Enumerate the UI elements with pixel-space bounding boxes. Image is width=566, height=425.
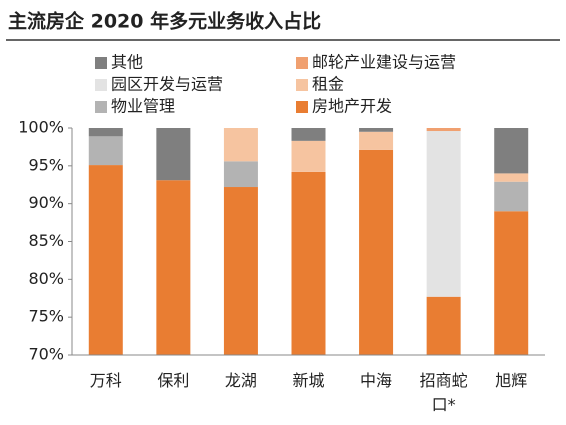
legend-label: 邮轮产业建设与运营: [312, 53, 456, 72]
legend-swatch: [296, 79, 308, 91]
y-tick-label: 95%: [28, 155, 64, 174]
bar-segment: [359, 128, 394, 132]
bar-segment: [291, 128, 326, 141]
bar-segment: [359, 149, 394, 355]
y-tick-label: 85%: [28, 231, 64, 250]
x-tick-label: 龙湖: [224, 371, 257, 390]
legend-label: 其他: [111, 53, 143, 72]
legend-swatch: [95, 79, 107, 91]
legend-label: 园区开发与运营: [111, 75, 223, 94]
x-tick-label: 招商蛇口*: [419, 371, 468, 414]
bar-segment: [494, 211, 529, 355]
y-tick-label: 75%: [28, 307, 64, 326]
x-tick-label: 万科: [89, 371, 122, 390]
bar-segment: [494, 181, 529, 212]
legend-label: 房地产开发: [312, 97, 392, 116]
y-tick-label: 100%: [18, 118, 64, 137]
bar-segment: [223, 187, 258, 355]
bar-segment: [291, 171, 326, 355]
x-tick-label: 中海: [360, 371, 393, 390]
chart-title: 主流房企 2020 年多元业务收入占比: [8, 10, 321, 33]
x-tick-label: 旭辉: [495, 371, 528, 390]
bar-segment: [494, 128, 529, 174]
bar-segment: [426, 296, 461, 355]
bar-segment: [494, 173, 529, 182]
legend-swatch: [95, 57, 107, 69]
y-tick-label: 80%: [28, 269, 64, 288]
y-tick-label: 90%: [28, 193, 64, 212]
legend-label: 物业管理: [111, 97, 175, 116]
x-tick-label: 保利: [157, 371, 190, 390]
legend-swatch: [296, 57, 308, 69]
bar-segment: [88, 165, 123, 355]
legend-swatch: [296, 101, 308, 113]
bar-segment: [291, 140, 326, 172]
legend-swatch: [95, 101, 107, 113]
bar-segment: [426, 131, 461, 297]
bar-segment: [223, 128, 258, 162]
bar-segment: [156, 180, 191, 355]
bar-segment: [359, 131, 394, 150]
bar-segment: [223, 161, 258, 188]
bar-segment: [426, 128, 461, 132]
x-tick-label: 新城: [292, 371, 325, 390]
y-tick-label: 70%: [28, 345, 64, 364]
bar-segment: [156, 128, 191, 181]
legend-label: 租金: [312, 75, 344, 94]
bar-segment: [88, 136, 123, 166]
bar-segment: [88, 128, 123, 137]
